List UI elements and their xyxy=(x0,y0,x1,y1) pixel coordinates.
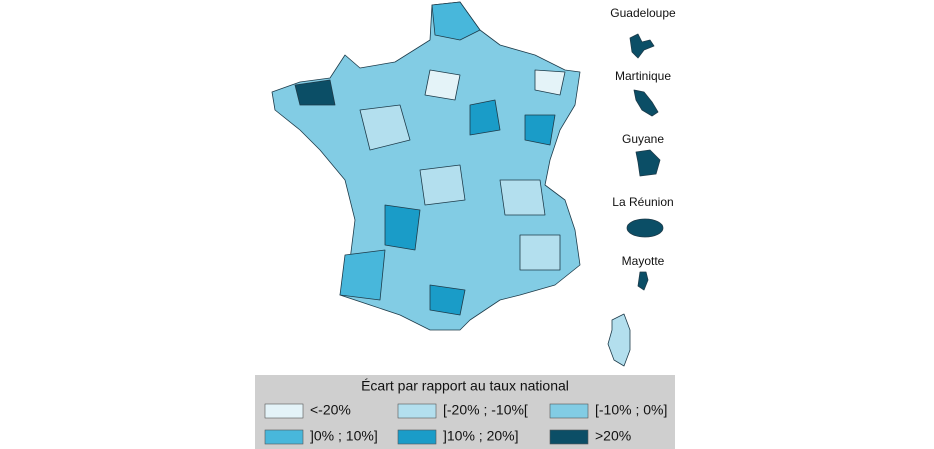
overseas-label: Guyane xyxy=(622,132,664,146)
overseas-shape xyxy=(626,218,664,238)
department xyxy=(499,179,546,216)
legend-swatch xyxy=(397,429,437,445)
department xyxy=(339,249,386,301)
overseas-shape xyxy=(635,149,661,177)
overseas-shape xyxy=(633,89,659,117)
department xyxy=(534,69,566,96)
department xyxy=(419,164,466,206)
overseas: Guadeloupe Martinique Guyane La Réunion … xyxy=(607,6,676,367)
overseas-label: Guadeloupe xyxy=(610,6,676,20)
legend: Écart par rapport au taux national <-20%… xyxy=(255,375,675,449)
legend-label: [-10% ; 0%] xyxy=(595,402,667,418)
department xyxy=(429,284,466,316)
overseas-label: Martinique xyxy=(615,69,671,83)
legend-swatch xyxy=(264,403,304,419)
department xyxy=(519,234,561,271)
overseas-shape xyxy=(629,33,655,59)
legend-swatch xyxy=(549,403,589,419)
france-outline xyxy=(271,1,581,331)
corsica xyxy=(607,313,631,367)
legend-swatch xyxy=(264,429,304,445)
metropolitan-france xyxy=(271,1,581,331)
department xyxy=(524,114,556,146)
department xyxy=(384,204,421,251)
legend-title: Écart par rapport au taux national xyxy=(361,378,569,394)
legend-box xyxy=(255,375,675,449)
legend-label: [-20% ; -10%[ xyxy=(443,402,528,418)
legend-label: >20% xyxy=(595,428,631,444)
legend-swatch xyxy=(549,429,589,445)
overseas-label: La Réunion xyxy=(612,195,673,209)
department xyxy=(469,99,501,136)
department xyxy=(359,104,411,151)
department xyxy=(294,79,336,106)
overseas-shape xyxy=(637,271,649,291)
overseas-label: Mayotte xyxy=(622,254,665,268)
department xyxy=(431,1,481,41)
department xyxy=(424,69,461,101)
legend-label: <-20% xyxy=(310,402,351,418)
legend-swatch xyxy=(397,403,437,419)
legend-label: ]0% ; 10%] xyxy=(310,428,378,444)
legend-label: ]10% ; 20%] xyxy=(443,428,519,444)
